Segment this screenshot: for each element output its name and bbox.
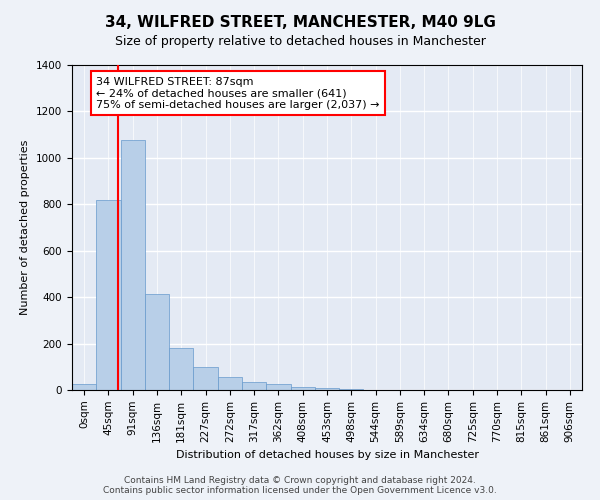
Bar [169, 348, 193, 390]
Y-axis label: Number of detached properties: Number of detached properties [20, 140, 31, 315]
Bar [72, 384, 96, 390]
Bar [121, 140, 145, 390]
Bar [290, 386, 315, 390]
Bar [266, 384, 290, 390]
Bar [218, 377, 242, 390]
Bar [96, 200, 121, 390]
Bar [193, 367, 218, 390]
Text: Contains HM Land Registry data © Crown copyright and database right 2024.
Contai: Contains HM Land Registry data © Crown c… [103, 476, 497, 495]
Text: 34, WILFRED STREET, MANCHESTER, M40 9LG: 34, WILFRED STREET, MANCHESTER, M40 9LG [104, 15, 496, 30]
Text: Size of property relative to detached houses in Manchester: Size of property relative to detached ho… [115, 35, 485, 48]
Text: 34 WILFRED STREET: 87sqm
← 24% of detached houses are smaller (641)
75% of semi-: 34 WILFRED STREET: 87sqm ← 24% of detach… [96, 76, 380, 110]
Bar [315, 388, 339, 390]
Bar [145, 294, 169, 390]
Bar [242, 382, 266, 390]
X-axis label: Distribution of detached houses by size in Manchester: Distribution of detached houses by size … [176, 450, 479, 460]
